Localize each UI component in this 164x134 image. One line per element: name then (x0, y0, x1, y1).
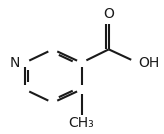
Text: CH₃: CH₃ (69, 116, 94, 130)
Text: O: O (103, 7, 114, 21)
Text: N: N (10, 56, 20, 70)
Text: OH: OH (138, 56, 160, 70)
